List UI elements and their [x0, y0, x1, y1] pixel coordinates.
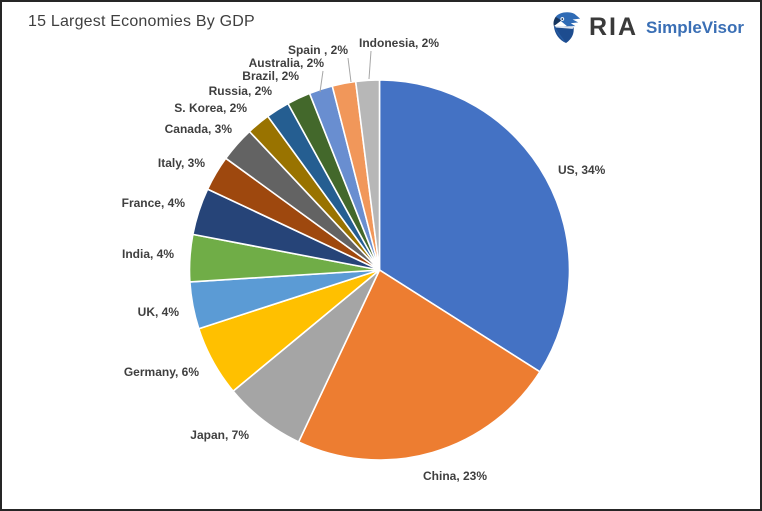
- pie-label-russia: Russia, 2%: [209, 84, 273, 98]
- ria-simplevisor-logo: RIA SimpleVisor: [552, 11, 744, 43]
- leader-line-indonesia: [368, 50, 372, 80]
- pie-label-australia: Australia, 2%: [249, 56, 325, 70]
- pie-label-brazil: Brazil, 2%: [242, 69, 299, 83]
- pie-label-s-korea: S. Korea, 2%: [174, 101, 247, 115]
- pie-label-us: US, 34%: [558, 163, 606, 177]
- logo-product-text: SimpleVisor: [646, 17, 744, 37]
- leader-line-spain: [347, 57, 352, 83]
- chart-title: 15 Largest Economies By GDP: [28, 13, 255, 30]
- pie-label-japan: Japan, 7%: [190, 428, 249, 442]
- pie-slice-china: [297, 269, 541, 461]
- pie-label-uk: UK, 4%: [138, 305, 180, 319]
- pie-slice-indonesia: [354, 79, 381, 271]
- pie-label-india: India, 4%: [122, 247, 174, 261]
- pie-label-germany: Germany, 6%: [124, 365, 199, 379]
- logo-brand-text: RIA: [588, 12, 639, 41]
- eagle-shield-icon: [553, 12, 581, 43]
- pie-label-china: China, 23%: [423, 469, 487, 483]
- pie-label-indonesia: Indonesia, 2%: [359, 36, 439, 50]
- pie-slice-us: [378, 79, 571, 373]
- pie-label-canada: Canada, 3%: [165, 122, 233, 136]
- pie-label-italy: Italy, 3%: [158, 156, 205, 170]
- pie-label-spain: Spain , 2%: [288, 43, 348, 57]
- pie-label-france: France, 4%: [122, 196, 186, 210]
- leader-line-australia: [319, 70, 324, 93]
